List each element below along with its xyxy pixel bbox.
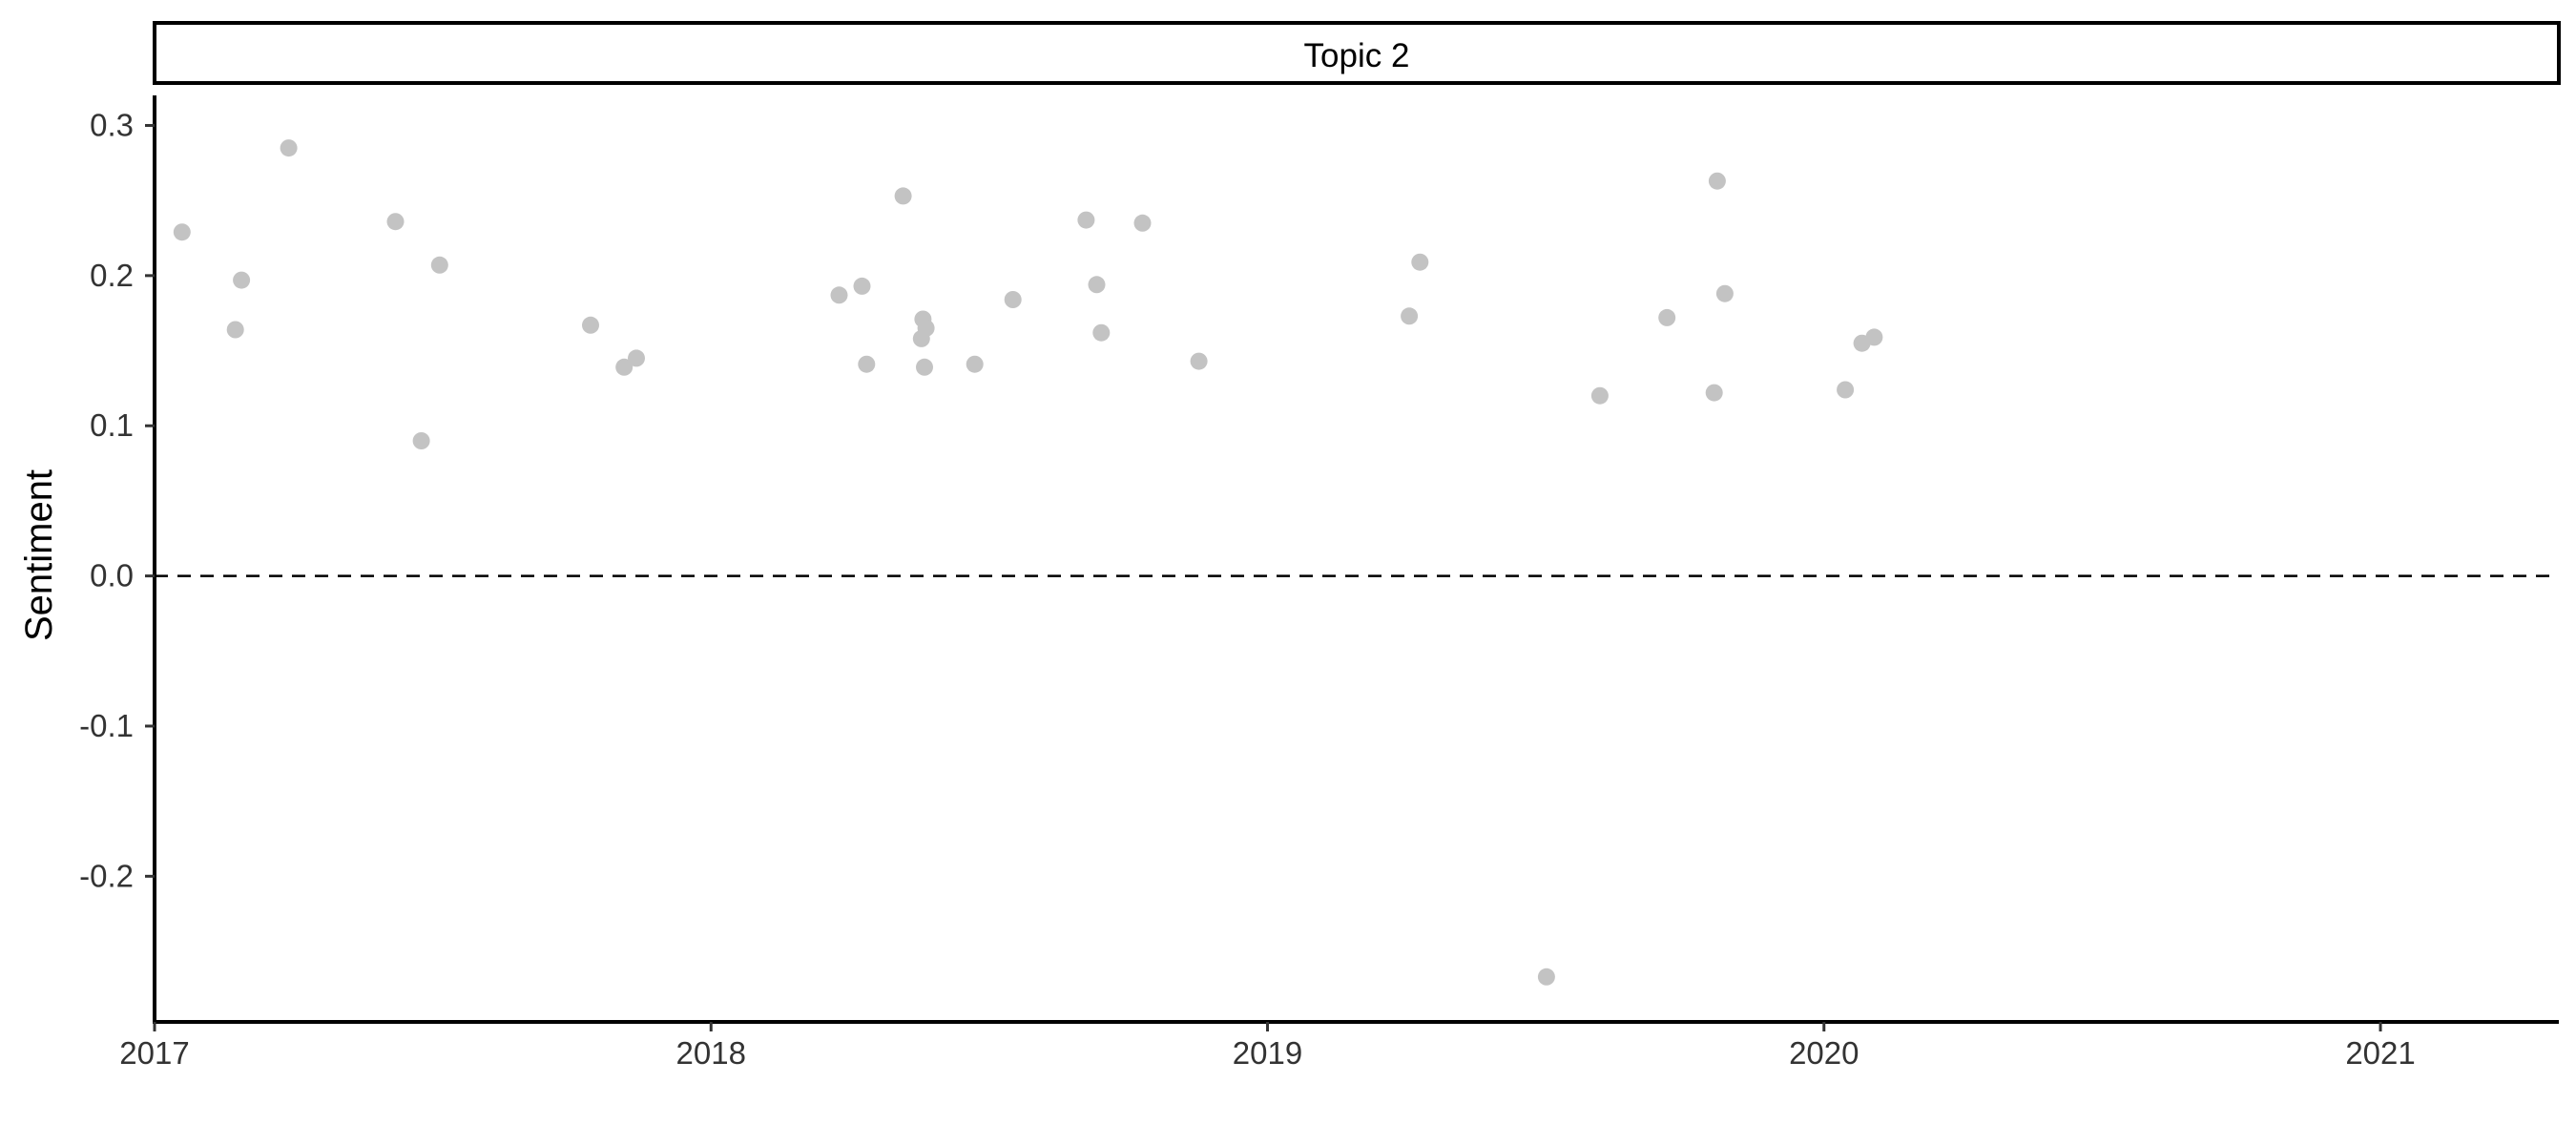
y-tick-label: 0.2 (90, 258, 134, 293)
x-tick-label: 2019 (1233, 1035, 1302, 1071)
data-point-9 (615, 358, 634, 376)
data-point-11 (830, 286, 848, 304)
data-point-5 (386, 213, 405, 231)
data-point-17 (916, 358, 933, 376)
data-point-10 (628, 349, 645, 367)
data-point-33 (1715, 284, 1734, 302)
data-point-26 (1401, 307, 1419, 325)
y-axis-title: Sentiment (18, 469, 60, 641)
data-point-32 (1708, 172, 1726, 190)
data-point-3 (233, 271, 251, 289)
facet-strip: Topic 2 (153, 21, 2561, 85)
data-point-30 (1658, 308, 1676, 326)
data-point-21 (1077, 211, 1095, 229)
data-point-14 (894, 187, 912, 205)
data-point-18 (917, 319, 935, 337)
data-point-7 (430, 256, 448, 274)
data-point-6 (412, 432, 430, 449)
data-point-34 (1837, 381, 1855, 399)
y-tick-label: -0.2 (79, 858, 134, 893)
data-point-19 (966, 355, 984, 373)
data-point-25 (1190, 352, 1208, 370)
y-tick-label: 0.1 (90, 407, 134, 443)
facet-strip-box (153, 21, 2561, 85)
data-point-36 (1865, 328, 1883, 346)
data-point-27 (1411, 253, 1429, 271)
data-point-2 (226, 321, 244, 339)
y-axis-ticks: 0.3 0.2 0.1 0.0 -0.1 -0.2 (79, 107, 155, 893)
data-point-22 (1088, 276, 1106, 294)
x-tick-label: 2018 (676, 1035, 746, 1071)
facet-title: Topic 2 (1304, 37, 1410, 74)
x-tick-label: 2021 (2345, 1035, 2415, 1071)
x-axis-ticks: 2017 2018 2019 2020 2021 (119, 1022, 2416, 1071)
data-point-24 (1133, 214, 1152, 232)
data-point-13 (858, 355, 876, 373)
data-point-20 (1004, 291, 1022, 308)
y-tick-label: -0.1 (79, 708, 134, 743)
data-point-23 (1092, 323, 1111, 342)
x-tick-label: 2020 (1789, 1035, 1859, 1071)
data-point-12 (853, 277, 871, 295)
data-points (173, 139, 1883, 986)
data-point-28 (1537, 968, 1555, 986)
data-point-8 (582, 316, 599, 334)
data-point-4 (280, 139, 298, 157)
x-tick-label: 2017 (119, 1035, 189, 1071)
data-point-29 (1590, 386, 1609, 405)
data-point-1 (173, 223, 191, 241)
axes (153, 95, 2559, 1024)
data-point-31 (1705, 384, 1723, 402)
y-tick-label: 0.0 (90, 558, 134, 593)
y-tick-label: 0.3 (90, 107, 134, 142)
